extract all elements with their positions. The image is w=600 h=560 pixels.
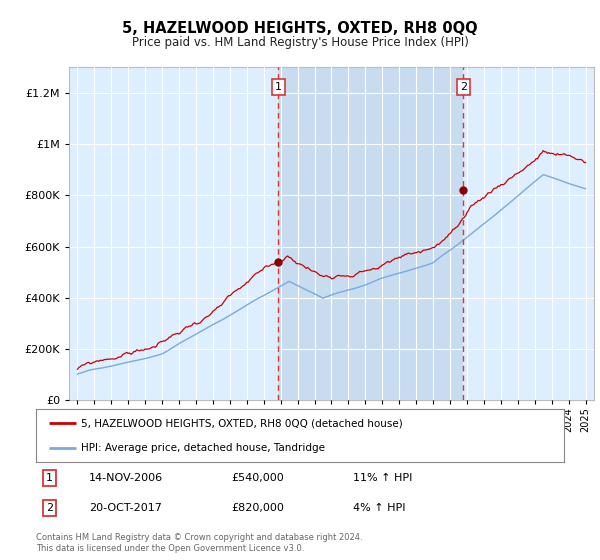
Text: £540,000: £540,000 [232, 473, 284, 483]
Bar [278, 67, 463, 400]
Text: £820,000: £820,000 [232, 503, 284, 513]
Text: Price paid vs. HM Land Registry's House Price Index (HPI): Price paid vs. HM Land Registry's House … [131, 36, 469, 49]
Text: 20-OCT-2017: 20-OCT-2017 [89, 503, 161, 513]
Text: 11% ↑ HPI: 11% ↑ HPI [353, 473, 412, 483]
Text: HPI: Average price, detached house, Tandridge: HPI: Average price, detached house, Tand… [81, 442, 325, 452]
Text: 5, HAZELWOOD HEIGHTS, OXTED, RH8 0QQ (detached house): 5, HAZELWOOD HEIGHTS, OXTED, RH8 0QQ (de… [81, 418, 403, 428]
Text: 2: 2 [46, 503, 53, 513]
Text: 1: 1 [46, 473, 53, 483]
Text: 1: 1 [275, 82, 282, 92]
Text: 2: 2 [460, 82, 467, 92]
Text: Contains HM Land Registry data © Crown copyright and database right 2024.
This d: Contains HM Land Registry data © Crown c… [36, 533, 362, 553]
Text: 14-NOV-2006: 14-NOV-2006 [89, 473, 163, 483]
Text: 5, HAZELWOOD HEIGHTS, OXTED, RH8 0QQ: 5, HAZELWOOD HEIGHTS, OXTED, RH8 0QQ [122, 21, 478, 36]
Text: 4% ↑ HPI: 4% ↑ HPI [353, 503, 406, 513]
